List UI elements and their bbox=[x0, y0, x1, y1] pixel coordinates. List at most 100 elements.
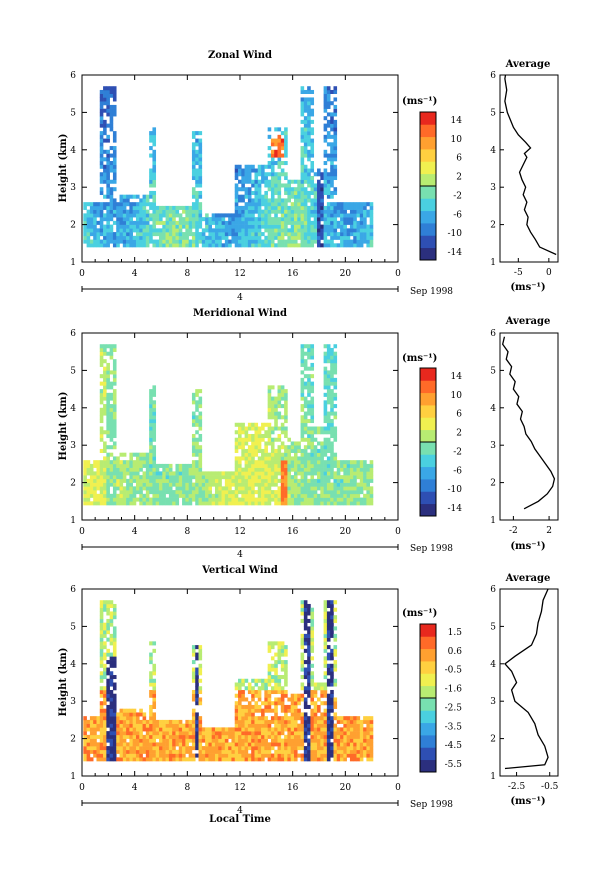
heatmap-cell bbox=[366, 475, 370, 480]
heatmap-cell bbox=[119, 723, 124, 728]
heatmap-cell bbox=[330, 127, 334, 132]
heatmap-cell bbox=[165, 497, 170, 502]
profile-x-label: (ms⁻¹) bbox=[510, 796, 545, 807]
heatmap-cell bbox=[310, 463, 315, 468]
heatmap-cell bbox=[280, 645, 285, 650]
heatmap-cell bbox=[267, 719, 272, 724]
heatmap-cell bbox=[106, 123, 110, 128]
heatmap-cell bbox=[340, 749, 344, 754]
heatmap-cell bbox=[234, 493, 239, 498]
heatmap-cell bbox=[224, 228, 229, 233]
heatmap-cell bbox=[99, 374, 104, 379]
heatmap-cell bbox=[300, 370, 305, 375]
heatmap-cell bbox=[310, 708, 315, 713]
heatmap-cell bbox=[221, 486, 226, 491]
heatmap-cell bbox=[326, 183, 331, 188]
heatmap-cell bbox=[198, 404, 203, 409]
heatmap-cell bbox=[172, 228, 176, 233]
heatmap-cell bbox=[280, 693, 285, 698]
heatmap-cell bbox=[261, 738, 265, 743]
heatmap-cell bbox=[132, 235, 137, 240]
heatmap-cell bbox=[277, 697, 282, 702]
heatmap-cell bbox=[333, 734, 338, 739]
heatmap-cell bbox=[340, 497, 344, 502]
heatmap-cell bbox=[122, 490, 127, 495]
heatmap-cell bbox=[277, 183, 282, 188]
colorbar-tick-label: -14 bbox=[448, 504, 463, 514]
colorbar-swatch bbox=[420, 392, 436, 406]
heatmap-cell bbox=[122, 452, 127, 457]
heatmap-cell bbox=[185, 471, 189, 476]
heatmap-cell bbox=[96, 228, 101, 233]
heatmap-cell bbox=[228, 493, 232, 498]
heatmap-cell bbox=[198, 194, 203, 199]
heatmap-cell bbox=[297, 460, 301, 465]
heatmap-cell bbox=[254, 426, 259, 431]
heatmap-cell bbox=[109, 415, 114, 420]
heatmap-cell bbox=[231, 738, 236, 743]
heatmap-cell bbox=[261, 460, 265, 465]
heatmap-cell bbox=[353, 746, 357, 751]
heatmap-cell bbox=[320, 430, 324, 435]
heatmap-cell bbox=[270, 686, 275, 691]
heatmap-cell bbox=[198, 209, 203, 214]
heatmap-cell bbox=[103, 239, 107, 244]
heatmap-cell bbox=[218, 742, 222, 747]
heatmap-cell bbox=[257, 463, 262, 468]
heatmap-cell bbox=[172, 209, 176, 214]
heatmap-cell bbox=[261, 232, 265, 237]
heatmap-cell bbox=[270, 194, 275, 199]
heatmap-cell bbox=[261, 753, 265, 758]
heatmap-cell bbox=[303, 712, 308, 717]
heatmap-cell bbox=[280, 490, 285, 495]
heatmap-cell bbox=[116, 482, 120, 487]
heatmap-cell bbox=[284, 452, 288, 457]
heatmap-cell bbox=[132, 486, 137, 491]
heatmap-cell bbox=[165, 738, 170, 743]
heatmap-cell bbox=[330, 183, 334, 188]
heatmap-cell bbox=[297, 202, 301, 207]
heatmap-cell bbox=[178, 235, 183, 240]
heatmap-cell bbox=[83, 749, 87, 754]
heatmap-cell bbox=[112, 697, 117, 702]
heatmap-cell bbox=[195, 475, 199, 480]
heatmap-cell bbox=[152, 411, 157, 416]
heatmap-cell bbox=[320, 217, 324, 222]
heatmap-cell bbox=[214, 749, 219, 754]
heatmap-cell bbox=[290, 734, 295, 739]
heatmap-cell bbox=[356, 235, 361, 240]
heatmap-cell bbox=[303, 224, 308, 229]
heatmap-cell bbox=[106, 637, 110, 642]
heatmap-cell bbox=[238, 727, 242, 732]
heatmap-cell bbox=[251, 704, 255, 709]
heatmap-cell bbox=[270, 742, 275, 747]
heatmap-cell bbox=[326, 467, 331, 472]
heatmap-cell bbox=[333, 742, 338, 747]
heatmap-cell bbox=[152, 682, 157, 687]
heatmap-cell bbox=[109, 697, 114, 702]
heatmap-cell bbox=[119, 224, 124, 229]
heatmap-cell bbox=[363, 742, 367, 747]
heatmap-cell bbox=[103, 351, 107, 356]
heatmap-cell bbox=[349, 217, 354, 222]
heatmap-cell bbox=[214, 738, 219, 743]
heatmap-cell bbox=[132, 209, 137, 214]
heatmap-cell bbox=[310, 232, 315, 237]
heatmap-cell bbox=[261, 433, 265, 439]
heatmap-cell bbox=[201, 232, 206, 237]
heatmap-cell bbox=[99, 603, 104, 608]
heatmap-cell bbox=[172, 742, 176, 747]
heatmap-cell bbox=[326, 426, 331, 431]
heatmap-cell bbox=[234, 701, 239, 706]
heatmap-cell bbox=[333, 660, 338, 665]
heatmap-cell bbox=[303, 194, 308, 199]
heatmap-cell bbox=[152, 437, 157, 442]
heatmap-cell bbox=[152, 448, 157, 453]
heatmap-cell bbox=[307, 419, 311, 424]
heatmap-cell bbox=[221, 471, 226, 476]
heatmap-cell bbox=[284, 734, 288, 739]
heatmap-cell bbox=[149, 660, 153, 665]
heatmap-cell bbox=[198, 411, 203, 416]
heatmap-cell bbox=[109, 347, 114, 352]
